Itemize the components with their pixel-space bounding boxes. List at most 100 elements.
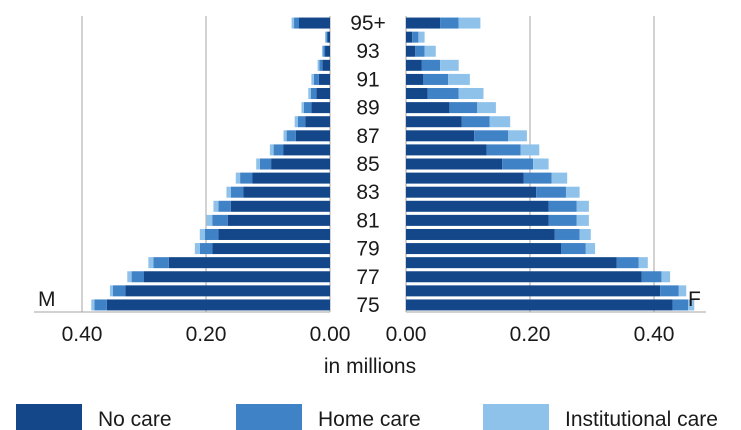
bar-female-institutional_care-82: [576, 200, 589, 212]
bar-male-home_care-83: [230, 186, 244, 198]
bar-female-no_care-76: [406, 285, 661, 297]
legend-label-no_care: No care: [98, 408, 172, 430]
bar-male-home_care-75: [94, 299, 107, 311]
bar-female-no_care-80: [406, 228, 555, 240]
bar-male-no_care-85: [271, 158, 330, 170]
bar-female-no_care-90: [406, 88, 428, 100]
x-tick-label-6: 0.40: [634, 323, 675, 346]
bar-male-institutional_care-94: [325, 31, 327, 43]
bar-male-institutional_care-86: [269, 144, 274, 156]
bar-male-institutional_care-81: [206, 214, 213, 226]
bar-male-home_care-81: [212, 214, 228, 226]
bar-female-institutional_care-85: [533, 158, 549, 170]
bar-female-home_care-82: [548, 200, 577, 212]
bar-female-no_care-81: [406, 214, 549, 226]
bar-female-institutional_care-75: [688, 299, 695, 311]
bar-male-no_care-76: [125, 285, 331, 297]
bar-male-no_care-81: [227, 214, 330, 226]
bar-female-no_care-75: [406, 299, 673, 311]
x-tick-label-2: 0.20: [186, 323, 227, 346]
legend-swatch-home_care: [236, 404, 302, 430]
bar-male-home_care-85: [259, 158, 272, 170]
bar-female-home_care-95+: [440, 17, 459, 29]
bar-male-home_care-89: [303, 102, 312, 114]
legend-label-institutional_care: Institutional care: [565, 408, 718, 430]
bar-male-no_care-82: [230, 200, 330, 212]
bar-female-home_care-92: [421, 59, 441, 71]
bar-female-institutional_care-88: [489, 116, 511, 128]
bar-female-home_care-90: [427, 88, 459, 100]
bar-female-institutional_care-87: [508, 130, 527, 142]
bar-male-home_care-80: [204, 228, 219, 240]
bar-male-no_care-87: [295, 130, 330, 142]
bar-female-no_care-78: [406, 257, 617, 269]
bar-male-no_care-78: [168, 257, 330, 269]
bar-female-home_care-89: [449, 102, 478, 114]
age-label-75: 75: [356, 294, 379, 317]
legend: No care Home care Institutional care: [16, 404, 718, 430]
bar-male-home_care-76: [113, 285, 126, 297]
bar-female-institutional_care-83: [565, 186, 580, 198]
age-label-85: 85: [356, 153, 379, 176]
bar-female-no_care-91: [406, 73, 424, 85]
bar-male-home_care-79: [199, 243, 213, 255]
bar-male-institutional_care-77: [127, 271, 132, 283]
bar-female-institutional_care-91: [448, 73, 470, 85]
bar-male-institutional_care-76: [109, 285, 113, 297]
bar-male-no_care-88: [305, 116, 330, 128]
bar-female-home_care-78: [616, 257, 639, 269]
bar-male-institutional_care-83: [226, 186, 231, 198]
bar-female-no_care-87: [406, 130, 475, 142]
bar-male-institutional_care-85: [256, 158, 260, 170]
bar-female-no_care-82: [406, 200, 549, 212]
bar-female-institutional_care-93: [424, 45, 436, 57]
bar-female-no_care-92: [406, 59, 422, 71]
bar-female-home_care-88: [461, 116, 490, 128]
bar-female-no_care-79: [406, 243, 561, 255]
bar-female-home_care-79: [561, 243, 586, 255]
female-label: F: [688, 288, 701, 311]
x-tick-label-3: 0.00: [310, 323, 351, 346]
bar-female-no_care-89: [406, 102, 450, 114]
bar-male-no_care-90: [316, 88, 330, 100]
bar-female-institutional_care-78: [638, 257, 648, 269]
x-axis-unit-label: in millions: [324, 355, 416, 378]
bar-male-no_care-93: [325, 45, 330, 57]
bar-male-home_care-90: [310, 88, 317, 100]
bar-male-no_care-89: [311, 102, 330, 114]
bar-male-institutional_care-79: [194, 243, 200, 255]
bar-male-home_care-86: [273, 144, 284, 156]
bar-male-no_care-95+: [299, 17, 330, 29]
bar-female-no_care-93: [406, 45, 416, 57]
age-label-77: 77: [356, 266, 379, 289]
bar-female-home_care-87: [474, 130, 509, 142]
age-label-79: 79: [356, 238, 379, 261]
bar-female-home_care-76: [660, 285, 679, 297]
bar-male-home_care-82: [218, 200, 231, 212]
bar-male-institutional_care-93: [321, 45, 324, 57]
bar-female-institutional_care-90: [458, 88, 484, 100]
age-label-95+: 95+: [350, 12, 386, 35]
bar-male-home_care-84: [240, 172, 253, 184]
x-tick-labels: 0.600.400.200.000.000.200.400.60: [62, 323, 675, 346]
bar-female-institutional_care-79: [585, 243, 596, 255]
bar-female-no_care-88: [406, 116, 462, 128]
age-label-87: 87: [356, 125, 379, 148]
legend-swatch-no_care: [16, 404, 82, 430]
x-tick-label-5: 0.20: [510, 323, 551, 346]
bar-female-home_care-77: [641, 271, 662, 283]
bar-female-home_care-94: [412, 31, 419, 43]
bar-male-home_care-78: [153, 257, 169, 269]
bar-male-no_care-80: [218, 228, 330, 240]
bar-female-institutional_care-77: [661, 271, 671, 283]
bar-male-home_care-87: [286, 130, 296, 142]
bar-female-institutional_care-89: [477, 102, 496, 114]
bars: [91, 17, 695, 311]
bar-female-home_care-80: [554, 228, 580, 240]
bar-male-institutional_care-91: [311, 73, 314, 85]
bar-female-institutional_care-95+: [458, 17, 481, 29]
bar-male-no_care-94: [327, 31, 330, 43]
age-label-89: 89: [356, 97, 379, 120]
age-label-93: 93: [356, 40, 379, 63]
